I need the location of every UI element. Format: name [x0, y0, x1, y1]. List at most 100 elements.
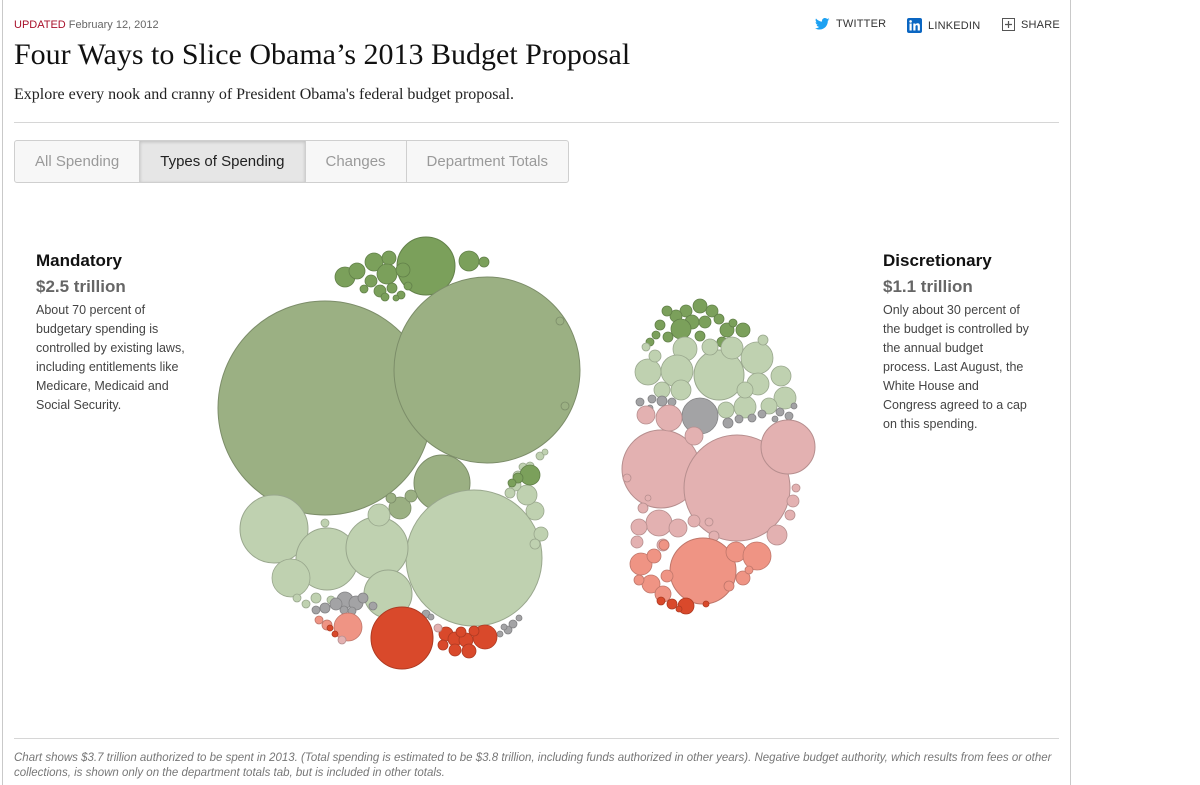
discretionary-bubble-85[interactable]: [744, 565, 754, 575]
discretionary-bubble-83[interactable]: [723, 580, 735, 592]
mandatory-bubble-55[interactable]: [319, 602, 331, 614]
discretionary-bubble-80[interactable]: [735, 570, 751, 586]
discretionary-bubble-59[interactable]: [630, 518, 648, 536]
mandatory-bubble-24[interactable]: [560, 401, 570, 411]
mandatory-bubble-83[interactable]: [331, 630, 339, 638]
mandatory-bubble-79[interactable]: [468, 625, 480, 637]
mandatory-bubble-17[interactable]: [217, 300, 433, 516]
mandatory-bubble-41[interactable]: [541, 448, 549, 456]
mandatory-bubble-48[interactable]: [519, 464, 541, 486]
discretionary-bubble-15[interactable]: [662, 331, 674, 343]
linkedin-link[interactable]: LINKEDIN: [907, 18, 980, 33]
mandatory-bubble-32[interactable]: [525, 501, 545, 521]
mandatory-bubble-70[interactable]: [370, 606, 434, 670]
mandatory-bubble-28[interactable]: [345, 516, 409, 580]
discretionary-bubble-57[interactable]: [636, 405, 656, 425]
mandatory-bubble-9[interactable]: [364, 274, 378, 288]
mandatory-bubble-67[interactable]: [333, 612, 363, 642]
mandatory-bubble-82[interactable]: [337, 635, 347, 645]
discretionary-bubble-74[interactable]: [669, 537, 737, 605]
mandatory-bubble-15[interactable]: [403, 281, 413, 291]
discretionary-bubble-33[interactable]: [648, 349, 662, 363]
discretionary-bubble-48[interactable]: [775, 407, 785, 417]
mandatory-bubble-76[interactable]: [448, 643, 462, 657]
discretionary-bubble-53[interactable]: [683, 434, 791, 542]
mandatory-bubble-43[interactable]: [310, 592, 322, 604]
discretionary-bubble-6[interactable]: [698, 315, 712, 329]
mandatory-bubble-14[interactable]: [359, 284, 369, 294]
discretionary-bubble-79[interactable]: [742, 541, 772, 571]
mandatory-bubble-47[interactable]: [320, 518, 330, 528]
mandatory-bubble-61[interactable]: [427, 613, 435, 621]
tab-all-spending[interactable]: All Spending: [15, 141, 141, 182]
discretionary-bubble-4[interactable]: [661, 305, 673, 317]
discretionary-bubble-29[interactable]: [670, 379, 692, 401]
mandatory-bubble-45[interactable]: [292, 593, 302, 603]
discretionary-bubble-66[interactable]: [630, 535, 644, 549]
discretionary-bubble-88[interactable]: [666, 598, 678, 610]
discretionary-bubble-61[interactable]: [687, 514, 701, 528]
mandatory-bubble-33[interactable]: [516, 484, 538, 506]
mandatory-bubble-2[interactable]: [478, 256, 490, 268]
discretionary-bubble-63[interactable]: [786, 494, 800, 508]
discretionary-bubble-50[interactable]: [771, 415, 779, 423]
discretionary-bubble-55[interactable]: [655, 404, 683, 432]
mandatory-bubble-22[interactable]: [385, 492, 397, 504]
discretionary-bubble-73[interactable]: [644, 494, 652, 502]
discretionary-bubble-82[interactable]: [660, 569, 674, 583]
mandatory-bubble-34[interactable]: [533, 526, 549, 542]
mandatory-bubble-44[interactable]: [301, 599, 311, 609]
mandatory-bubble-29[interactable]: [271, 558, 311, 598]
mandatory-bubble-63[interactable]: [508, 619, 518, 629]
discretionary-bubble-41[interactable]: [635, 397, 645, 407]
mandatory-bubble-13[interactable]: [380, 292, 390, 302]
discretionary-bubble-32[interactable]: [701, 338, 719, 356]
discretionary-bubble-10[interactable]: [735, 322, 751, 338]
mandatory-bubble-4[interactable]: [348, 262, 366, 280]
mandatory-bubble-54[interactable]: [357, 592, 369, 604]
discretionary-bubble-56[interactable]: [684, 426, 704, 446]
discretionary-bubble-72[interactable]: [704, 517, 714, 527]
discretionary-bubble-91[interactable]: [675, 605, 683, 613]
mandatory-bubble-20[interactable]: [388, 496, 412, 520]
discretionary-bubble-65[interactable]: [637, 502, 649, 514]
discretionary-bubble-43[interactable]: [722, 417, 734, 429]
mandatory-bubble-69[interactable]: [314, 615, 324, 625]
tab-types-of-spending[interactable]: Types of Spending: [140, 141, 306, 182]
tab-department-totals[interactable]: Department Totals: [426, 153, 548, 170]
discretionary-bubble-39[interactable]: [656, 395, 668, 407]
discretionary-bubble-7[interactable]: [713, 313, 725, 325]
mandatory-bubble-31[interactable]: [367, 503, 391, 527]
discretionary-bubble-81[interactable]: [646, 548, 662, 564]
discretionary-bubble-1[interactable]: [679, 304, 693, 318]
mandatory-bubble-75[interactable]: [461, 643, 477, 659]
mandatory-bubble-77[interactable]: [437, 639, 449, 651]
mandatory-bubble-42[interactable]: [529, 538, 541, 550]
discretionary-bubble-11[interactable]: [654, 319, 666, 331]
discretionary-bubble-60[interactable]: [668, 518, 688, 538]
discretionary-bubble-28[interactable]: [717, 401, 735, 419]
mandatory-bubble-18[interactable]: [393, 276, 581, 464]
discretionary-bubble-25[interactable]: [770, 365, 792, 387]
discretionary-bubble-84[interactable]: [658, 539, 670, 551]
mandatory-bubble-80[interactable]: [326, 624, 334, 632]
discretionary-bubble-44[interactable]: [734, 414, 744, 424]
discretionary-bubble-46[interactable]: [757, 409, 767, 419]
discretionary-bubble-17[interactable]: [728, 318, 738, 328]
mandatory-bubble-50[interactable]: [507, 478, 517, 488]
discretionary-bubble-35[interactable]: [757, 334, 769, 346]
discretionary-bubble-69[interactable]: [622, 473, 632, 483]
discretionary-bubble-18[interactable]: [693, 349, 745, 401]
discretionary-bubble-86[interactable]: [633, 574, 645, 586]
discretionary-bubble-14[interactable]: [694, 330, 706, 342]
tab-changes[interactable]: Changes: [306, 141, 407, 182]
mandatory-bubble-66[interactable]: [500, 623, 508, 631]
discretionary-bubble-8[interactable]: [670, 318, 692, 340]
discretionary-bubble-49[interactable]: [790, 402, 798, 410]
mandatory-bubble-6[interactable]: [381, 250, 397, 266]
discretionary-bubble-2[interactable]: [705, 304, 719, 318]
discretionary-bubble-23[interactable]: [634, 358, 662, 386]
discretionary-bubble-70[interactable]: [791, 483, 801, 493]
discretionary-bubble-64[interactable]: [784, 509, 796, 521]
discretionary-bubble-45[interactable]: [747, 413, 757, 423]
